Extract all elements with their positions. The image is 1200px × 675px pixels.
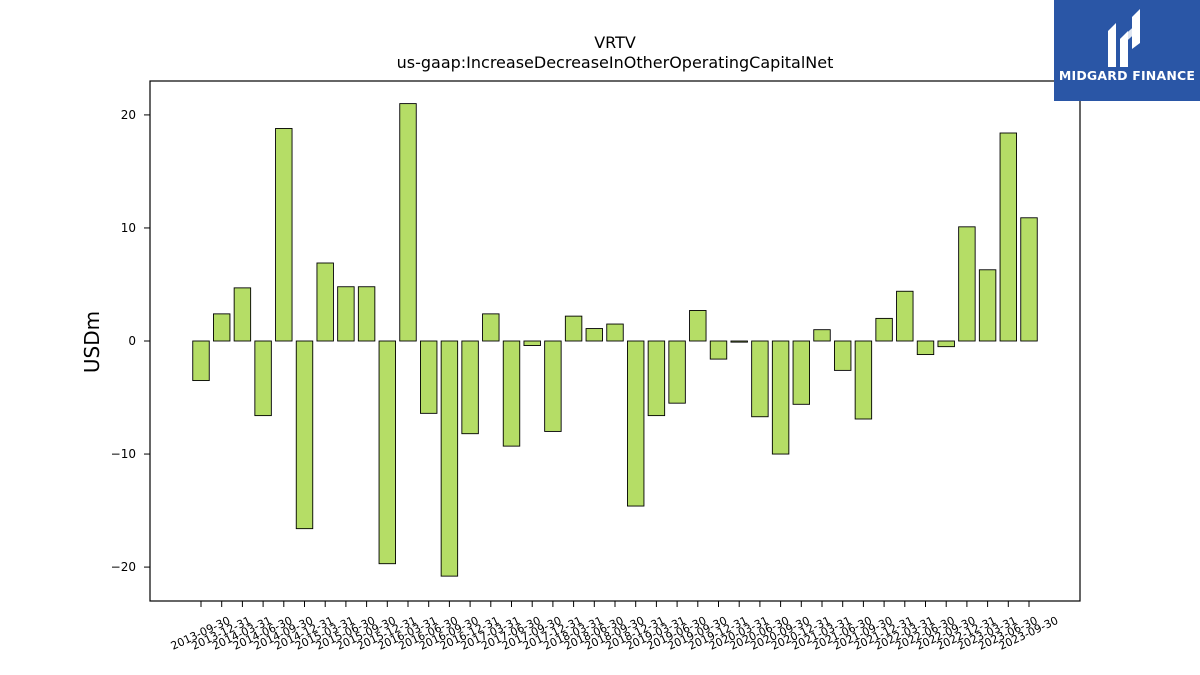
bar-2013-12-31 (212, 313, 231, 342)
plot-frame (149, 80, 1081, 602)
y-tick-label: −20 (111, 560, 136, 574)
bar-2018-12-31 (627, 340, 645, 507)
y-axis-label: USDm (80, 311, 104, 373)
bar-2013-09-30 (192, 340, 210, 382)
midgard-logo-icon (1108, 9, 1140, 67)
bar-2023-09-30 (1020, 217, 1038, 342)
bar-2019-09-30 (689, 310, 707, 342)
bar-2014-06-30 (254, 340, 272, 417)
bar-2016-03-31 (399, 103, 417, 342)
bar-2023-03-31 (978, 269, 997, 342)
bar-2015-03-31 (316, 262, 334, 342)
bar-2018-06-30 (585, 328, 603, 342)
bar-2017-06-30 (502, 340, 521, 447)
bar-2017-12-31 (544, 340, 562, 432)
bar-2023-06-30 (999, 132, 1017, 342)
y-ticks-group: −20 −10 0 10 20 (111, 108, 150, 574)
bar-2015-12-31 (378, 340, 396, 565)
bar-2015-09-30 (357, 286, 376, 342)
brand-name: MIDGARD FINANCE (1058, 68, 1196, 83)
bar-2018-03-31 (564, 315, 583, 342)
bar-2016-09-30 (440, 340, 459, 577)
bar-2020-09-30 (771, 340, 790, 455)
bar-2015-06-30 (337, 286, 355, 342)
x-ticks-group: 2013-09-302013-12-312014-03-312014-06-30… (169, 601, 1060, 653)
y-tick-label: −10 (111, 447, 136, 461)
bar-2018-09-30 (606, 323, 624, 342)
bar-2019-06-30 (668, 340, 686, 404)
bar-2022-06-30 (916, 340, 935, 356)
bar-2016-12-31 (461, 340, 479, 435)
y-tick-label: 0 (128, 334, 136, 348)
bar-2014-12-31 (295, 340, 314, 530)
bar-2020-03-31 (730, 340, 748, 343)
bar-2022-12-31 (958, 226, 976, 342)
bar-2022-09-30 (937, 340, 955, 348)
bar-2019-12-31 (709, 340, 728, 360)
bar-2022-03-31 (896, 290, 914, 342)
bar-2021-03-31 (813, 329, 831, 342)
bar-2021-12-31 (875, 317, 893, 342)
bar-2020-12-31 (792, 340, 810, 405)
brand-logo: MIDGARD FINANCE (1054, 0, 1200, 101)
bar-2019-03-31 (647, 340, 666, 417)
bar-2017-03-31 (482, 313, 500, 342)
bars-group (192, 103, 1038, 577)
y-tick-label: 10 (121, 221, 136, 235)
bar-2014-03-31 (233, 287, 252, 342)
bar-2021-09-30 (854, 340, 873, 420)
bar-2016-06-30 (420, 340, 438, 414)
chart-title: VRTV (594, 33, 636, 52)
chart-subtitle: us-gaap:IncreaseDecreaseInOtherOperating… (397, 53, 834, 72)
y-tick-label: 20 (121, 108, 136, 122)
bar-2021-06-30 (834, 340, 852, 371)
bar-2017-09-30 (523, 340, 541, 346)
bar-2014-09-30 (275, 128, 293, 342)
bar-2020-06-30 (751, 340, 769, 418)
